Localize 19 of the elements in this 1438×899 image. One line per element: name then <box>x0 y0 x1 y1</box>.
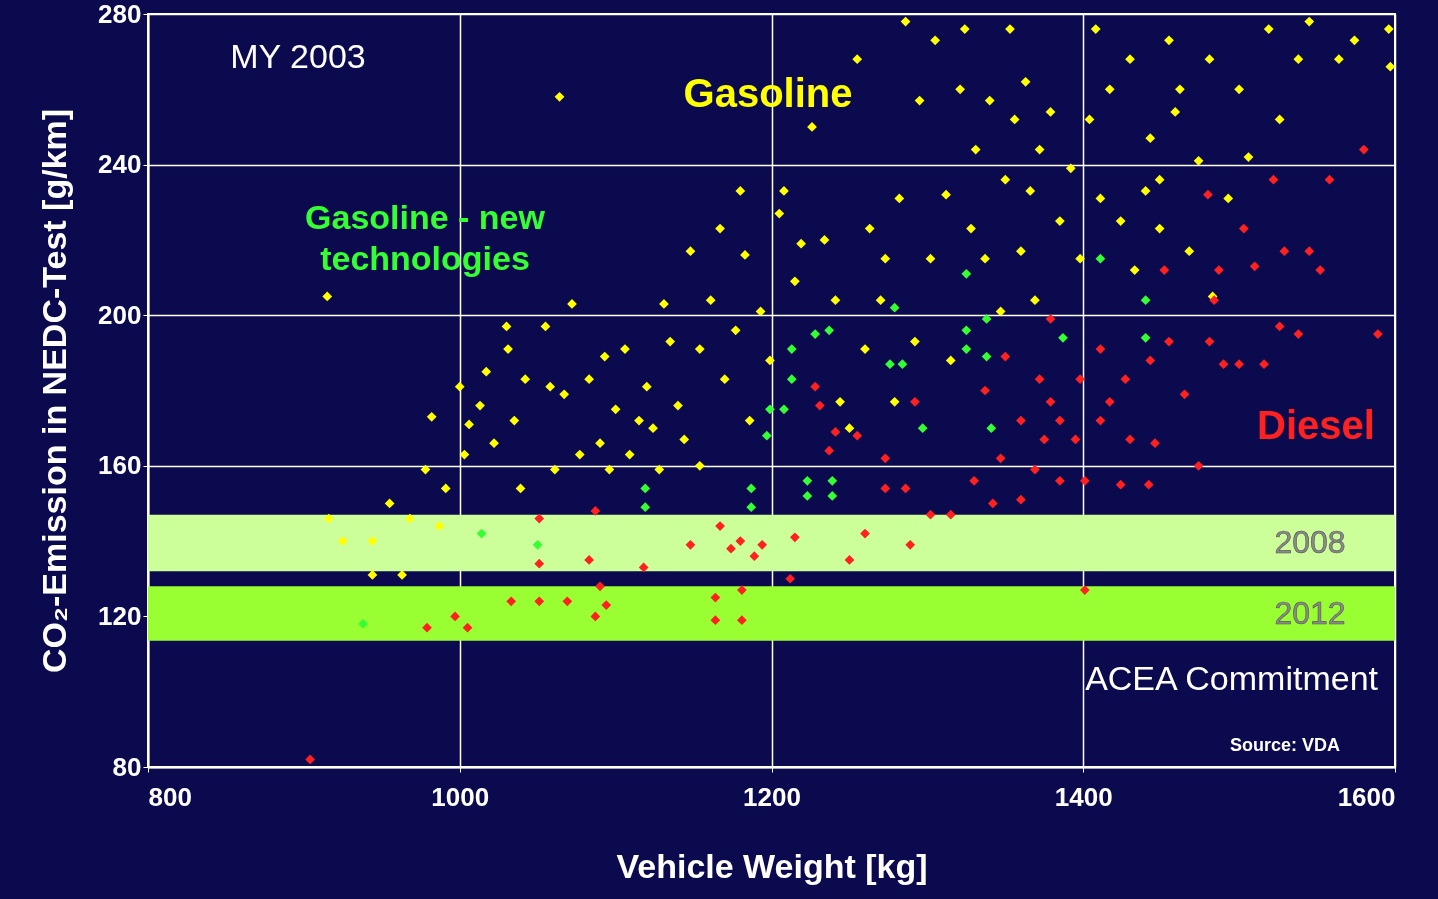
annotation: ACEA Commitment <box>1085 659 1379 697</box>
band-label: 2012 <box>1274 594 1346 631</box>
y-tick-label: 240 <box>98 149 142 180</box>
y-tick-label: 280 <box>98 0 142 29</box>
x-tick-label: 1600 <box>1337 781 1396 812</box>
x-tick-label: 800 <box>148 781 192 812</box>
series-label: Diesel <box>1257 403 1375 447</box>
y-tick-label: 120 <box>98 600 142 631</box>
y-axis-title: CO₂-Emission in NEDC-Test [g/km] <box>35 108 74 674</box>
y-tick-label: 200 <box>98 299 142 330</box>
x-axis-title: Vehicle Weight [kg] <box>616 846 928 885</box>
x-tick-label: 1200 <box>743 781 801 812</box>
x-tick-label: 1400 <box>1054 781 1113 812</box>
annotation: MY 2003 <box>230 37 366 75</box>
y-tick-label: 160 <box>98 450 142 481</box>
x-tick-label: 1000 <box>431 781 490 812</box>
y-tick-label: 80 <box>112 751 142 782</box>
annotation: Source: VDA <box>1229 735 1340 755</box>
band-label: 2008 <box>1274 523 1346 560</box>
